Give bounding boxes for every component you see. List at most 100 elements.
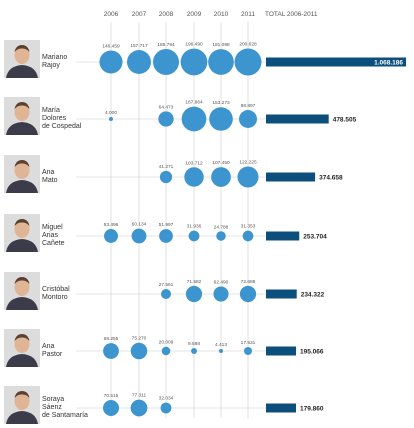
value-bubble: [181, 106, 207, 132]
bubble-label: 122.225: [239, 159, 257, 165]
total-label: 195.066: [300, 349, 324, 356]
value-bubble: [103, 343, 119, 359]
portrait-icon: [4, 329, 40, 367]
value-bubble: [131, 228, 147, 244]
total-bar: [266, 231, 300, 241]
bubble-label: 4.000: [105, 110, 117, 116]
value-bubble: [234, 48, 262, 76]
bubble-label: 200.628: [239, 42, 257, 48]
bubble-label: 88.897: [241, 103, 256, 109]
bubble-label: 4.413: [215, 342, 227, 348]
person-name-line: Sáenz: [42, 404, 62, 411]
value-bubble: [184, 167, 204, 187]
bubble-label: 185.794: [157, 42, 175, 48]
value-bubble: [158, 111, 174, 127]
bubble-label: 32.034: [159, 396, 174, 402]
person-name-line: Pastor: [42, 351, 63, 358]
value-bubble: [239, 285, 257, 303]
bubble-label: 103.712: [185, 160, 203, 166]
value-bubble: [99, 50, 123, 74]
person-name-line: Cañete: [42, 240, 65, 247]
person-name-line: Arias: [42, 232, 58, 239]
person-name: Soraya Sáenz de Santamaría: [42, 396, 88, 420]
person-name: Miguel Arias Cañete: [42, 224, 65, 248]
person-name-line: Mato: [42, 177, 58, 184]
value-bubble: [242, 230, 254, 242]
bubble-label: 64.473: [159, 104, 174, 110]
bubble-label: 24.788: [214, 224, 229, 230]
year-header: 2009: [187, 11, 202, 18]
bubble-label: 9.588: [188, 341, 200, 347]
portrait-icon: [4, 40, 40, 78]
value-bubble: [218, 348, 224, 354]
bubble-label: 62.490: [214, 279, 229, 285]
value-bubble: [185, 285, 203, 303]
year-header: 2011: [241, 11, 255, 18]
person-name-line: Montoro: [42, 294, 68, 301]
bubble-label: 153.273: [212, 100, 230, 106]
total-bar: [266, 57, 406, 67]
bubble-label: 157.717: [130, 43, 148, 49]
value-bubble: [104, 229, 118, 243]
year-header: 2008: [159, 11, 174, 18]
value-bubble: [109, 117, 113, 121]
total-label: 179.860: [300, 406, 324, 413]
portrait-icon: [4, 214, 40, 252]
value-bubble: [130, 342, 148, 360]
year-header: 2010: [214, 11, 229, 18]
bubble-label: 17.531: [241, 340, 256, 346]
bubble-label: 77.311: [132, 393, 147, 399]
portrait-icon: [4, 272, 40, 310]
value-bubble: [127, 50, 151, 74]
bubble-label: 181.098: [212, 42, 230, 48]
total-label: 374.658: [319, 175, 343, 182]
bubble-label: 41.271: [159, 164, 174, 170]
bubble-label: 31.936: [187, 224, 202, 230]
bubble-label: 196.490: [185, 42, 203, 48]
person-name-line: Rajoy: [42, 62, 60, 69]
person-name-line: de Cospedal: [42, 123, 82, 130]
bubble-label: 27.561: [159, 282, 174, 288]
portrait-icon: [4, 386, 40, 424]
value-bubble: [244, 347, 252, 355]
total-label: 478.505: [333, 117, 357, 124]
value-bubble: [239, 110, 257, 128]
person-name-line: de Santamaría: [42, 412, 88, 419]
value-bubble: [160, 288, 172, 300]
bubble-label: 31.353: [241, 224, 256, 230]
bubble-label: 53.496: [104, 222, 119, 228]
bubble-label: 51.997: [159, 222, 174, 228]
value-bubble: [188, 230, 200, 242]
bubble-label: 75.270: [132, 336, 147, 342]
value-bubble: [102, 399, 120, 417]
value-bubble: [160, 402, 172, 414]
value-bubble: [211, 167, 231, 187]
value-bubble: [213, 286, 229, 302]
person-name: Mariano Rajoy: [42, 54, 67, 70]
value-bubble: [159, 170, 173, 184]
person-name-line: María: [42, 107, 60, 114]
total-label: 234.322: [301, 292, 325, 299]
value-bubble: [159, 229, 173, 243]
person-name: María Dolores de Cospedal: [42, 107, 81, 131]
value-bubble: [216, 231, 226, 241]
total-header: TOTAL 2006-2011: [265, 11, 318, 18]
total-bar: [266, 346, 296, 356]
person-name-line: Miguel: [42, 224, 63, 231]
value-bubble: [130, 399, 148, 417]
portrait-icon: [4, 97, 40, 135]
bubble-label: 70.515: [104, 393, 119, 399]
person-name-line: Soraya: [42, 396, 65, 403]
year-header: 2007: [132, 11, 147, 18]
person-name: Ana Mato: [42, 169, 58, 185]
total-bar: [266, 289, 297, 299]
total-bar: [266, 114, 329, 124]
person-name-line: Ana: [42, 169, 55, 176]
person-name: Cristóbal Montoro: [42, 286, 70, 302]
bubble-label: 107.450: [212, 160, 230, 166]
bubble-label: 72.689: [241, 279, 256, 285]
person-name-line: Dolores: [42, 115, 67, 122]
total-bar: [266, 403, 296, 413]
person-name-line: Mariano: [42, 54, 68, 61]
